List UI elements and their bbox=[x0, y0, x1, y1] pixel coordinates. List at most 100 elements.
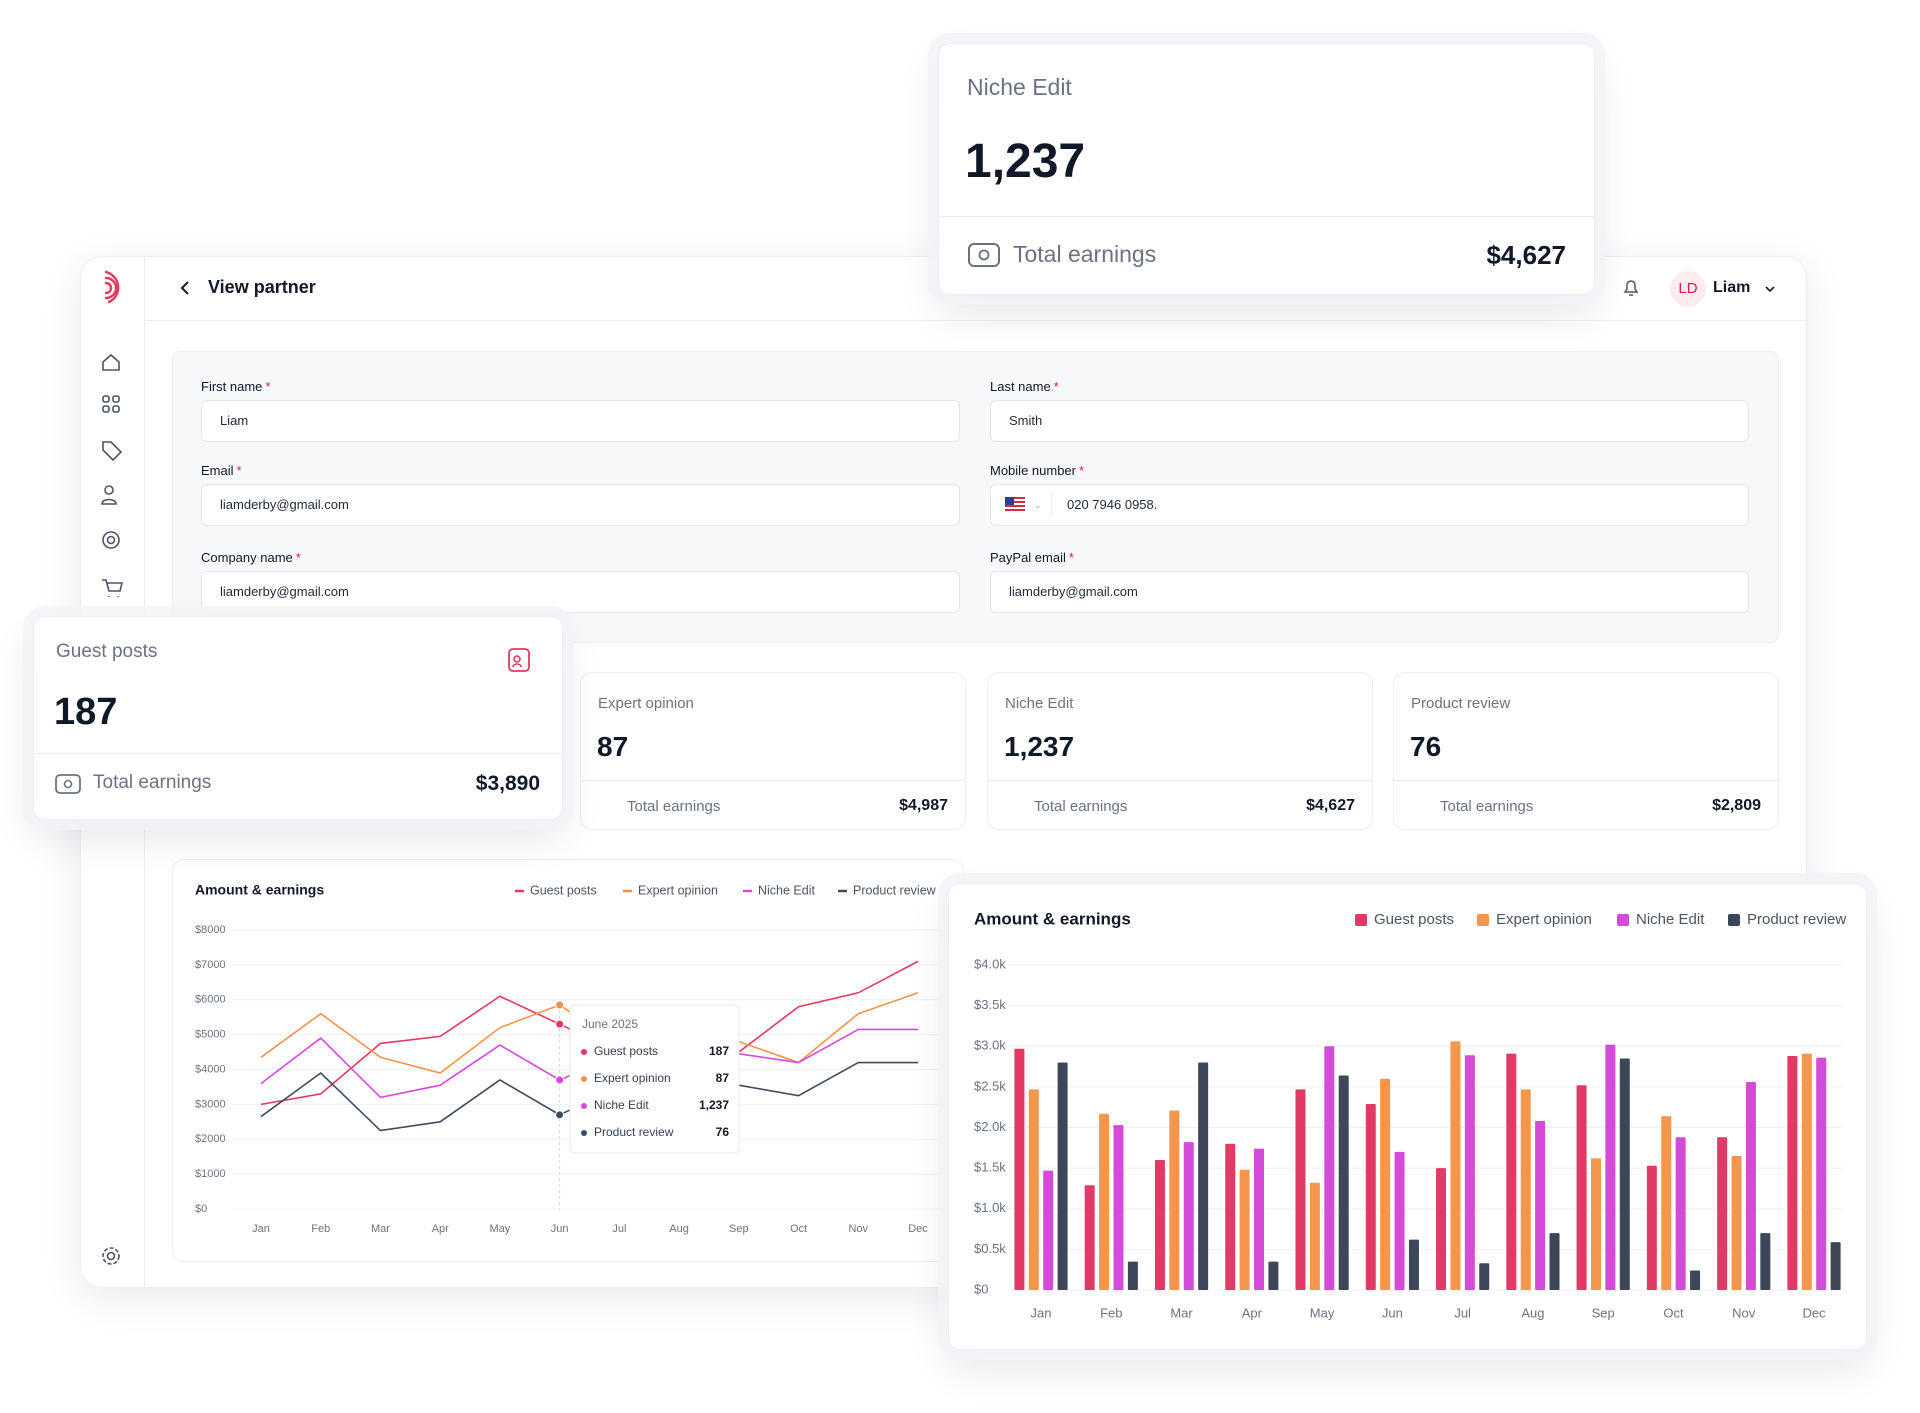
input-value: liamderby@gmail.com bbox=[220, 497, 349, 512]
field-label: Email * bbox=[201, 463, 242, 478]
label-text: Email bbox=[201, 463, 234, 478]
notifications[interactable] bbox=[1620, 277, 1642, 299]
stat-card: Product review 76 Total earnings $2,809 bbox=[1393, 672, 1779, 830]
legend-label[interactable]: Product review bbox=[853, 883, 937, 897]
x-tick-label: Jan bbox=[252, 1223, 270, 1235]
nav-grid[interactable] bbox=[102, 395, 120, 413]
x-tick-label: May bbox=[1310, 1305, 1335, 1320]
y-tick-label: $8000 bbox=[195, 924, 226, 936]
bar bbox=[1745, 1082, 1756, 1290]
text-input[interactable]: Liam bbox=[201, 400, 960, 442]
bar bbox=[1380, 1078, 1391, 1290]
y-tick-label: $4000 bbox=[195, 1063, 226, 1075]
x-tick-label: Aug bbox=[669, 1223, 689, 1235]
bar bbox=[1127, 1261, 1138, 1290]
text-input[interactable]: liamderby@gmail.com bbox=[201, 484, 960, 526]
bar bbox=[1830, 1242, 1841, 1290]
earnings-value: $3,890 bbox=[475, 772, 540, 795]
card-title: Niche Edit bbox=[967, 74, 1072, 100]
input-value: liamderby@gmail.com bbox=[220, 584, 349, 599]
bar bbox=[1014, 1048, 1025, 1290]
required-mark: * bbox=[236, 463, 242, 478]
field-label: Last name * bbox=[990, 379, 1059, 394]
user-name[interactable]: Liam bbox=[1713, 279, 1751, 296]
earnings-value: $4,627 bbox=[1486, 240, 1566, 270]
nav-tag[interactable] bbox=[102, 441, 123, 462]
text-input[interactable]: Smith bbox=[990, 400, 1749, 442]
field-label: First name * bbox=[201, 379, 270, 394]
x-tick-label: Dec bbox=[1802, 1305, 1826, 1320]
stat-title: Product review bbox=[1411, 695, 1511, 712]
nav-home[interactable] bbox=[102, 353, 120, 371]
y-tick-label: $3.5k bbox=[974, 997, 1006, 1012]
label-text: Mobile number bbox=[990, 463, 1076, 478]
header-border bbox=[145, 320, 1806, 321]
stat-divider bbox=[581, 780, 965, 781]
x-tick-label: Aug bbox=[1521, 1305, 1544, 1320]
bar bbox=[1731, 1155, 1742, 1290]
legend-swatch bbox=[1617, 914, 1629, 926]
bar bbox=[1338, 1075, 1349, 1290]
tooltip-name: Product review bbox=[594, 1125, 674, 1139]
stat-value: 1,237 bbox=[1004, 731, 1075, 762]
card-title: Guest posts bbox=[56, 641, 158, 662]
country-chevron[interactable]: ⌄ bbox=[1034, 500, 1042, 510]
tooltip-dot bbox=[581, 1049, 587, 1055]
chart-title: Amount & earnings bbox=[974, 909, 1131, 928]
nav-cart[interactable] bbox=[102, 579, 124, 597]
guest-posts-card: Guest posts 187 Total earnings $3,890 bbox=[33, 616, 563, 820]
flag-canton bbox=[1005, 497, 1014, 505]
nav-users[interactable] bbox=[101, 485, 117, 505]
text-input[interactable]: liamderby@gmail.com bbox=[990, 571, 1749, 613]
legend-label[interactable]: Guest posts bbox=[1374, 911, 1454, 928]
bar-chart: Amount & earnings $0 $0.5k $1.0k $1.5k $2.0k $… bbox=[974, 909, 1846, 1320]
legend-swatch bbox=[1477, 914, 1489, 926]
avatar[interactable]: LD bbox=[1670, 271, 1706, 307]
legend-label[interactable]: Product review bbox=[1747, 911, 1846, 928]
y-tick-label: $1000 bbox=[195, 1168, 226, 1180]
x-tick-label: Feb bbox=[311, 1223, 330, 1235]
nav-target[interactable] bbox=[102, 531, 120, 549]
x-tick-label: Oct bbox=[1663, 1305, 1684, 1320]
legend-label[interactable]: Expert opinion bbox=[638, 883, 718, 897]
tooltip-value: 87 bbox=[716, 1071, 730, 1085]
nav-settings[interactable] bbox=[102, 1247, 120, 1265]
x-tick-label: Jun bbox=[551, 1223, 569, 1235]
bar bbox=[1198, 1062, 1209, 1290]
stat-card: Niche Edit 1,237 Total earnings $4,627 bbox=[987, 672, 1373, 830]
text-input[interactable]: liamderby@gmail.com bbox=[201, 571, 960, 613]
y-tick-label: $1.0k bbox=[974, 1200, 1006, 1215]
legend-label[interactable]: Niche Edit bbox=[758, 883, 815, 897]
hover-point bbox=[555, 1019, 565, 1029]
stat-divider bbox=[1394, 780, 1778, 781]
x-tick-label: Jul bbox=[612, 1223, 626, 1235]
required-mark: * bbox=[295, 550, 301, 565]
card-value: 1,237 bbox=[965, 135, 1086, 188]
bar bbox=[1605, 1044, 1616, 1290]
input-value: liamderby@gmail.com bbox=[1009, 584, 1138, 599]
bar bbox=[1183, 1142, 1194, 1290]
bar bbox=[1239, 1169, 1250, 1290]
x-tick-label: Dec bbox=[908, 1223, 928, 1235]
logo[interactable] bbox=[104, 270, 120, 304]
text-input[interactable]: ⌄ 020 7946 0958. bbox=[990, 484, 1749, 526]
line-chart: Amount & earnings $0 $1000 $2000 $3000 $4000 $… bbox=[195, 882, 963, 1235]
bar bbox=[1576, 1085, 1587, 1290]
back-button[interactable] bbox=[176, 278, 196, 298]
earnings-label: Total earnings bbox=[1440, 798, 1534, 815]
required-mark: * bbox=[265, 379, 271, 394]
hover-point bbox=[555, 1000, 565, 1010]
required-mark: * bbox=[1079, 463, 1085, 478]
legend-label[interactable]: Guest posts bbox=[530, 883, 597, 897]
tooltip-value: 187 bbox=[709, 1044, 729, 1058]
x-tick-label: Mar bbox=[371, 1223, 390, 1235]
page-title: View partner bbox=[208, 277, 316, 297]
bar bbox=[1084, 1185, 1095, 1290]
user-menu-chevron[interactable] bbox=[1762, 281, 1778, 297]
tooltip-name: Expert opinion bbox=[594, 1071, 671, 1085]
legend-label[interactable]: Niche Edit bbox=[1636, 911, 1705, 928]
x-tick-label: Nov bbox=[848, 1223, 868, 1235]
legend-label[interactable]: Expert opinion bbox=[1496, 911, 1592, 928]
country-flag[interactable] bbox=[1005, 497, 1025, 511]
